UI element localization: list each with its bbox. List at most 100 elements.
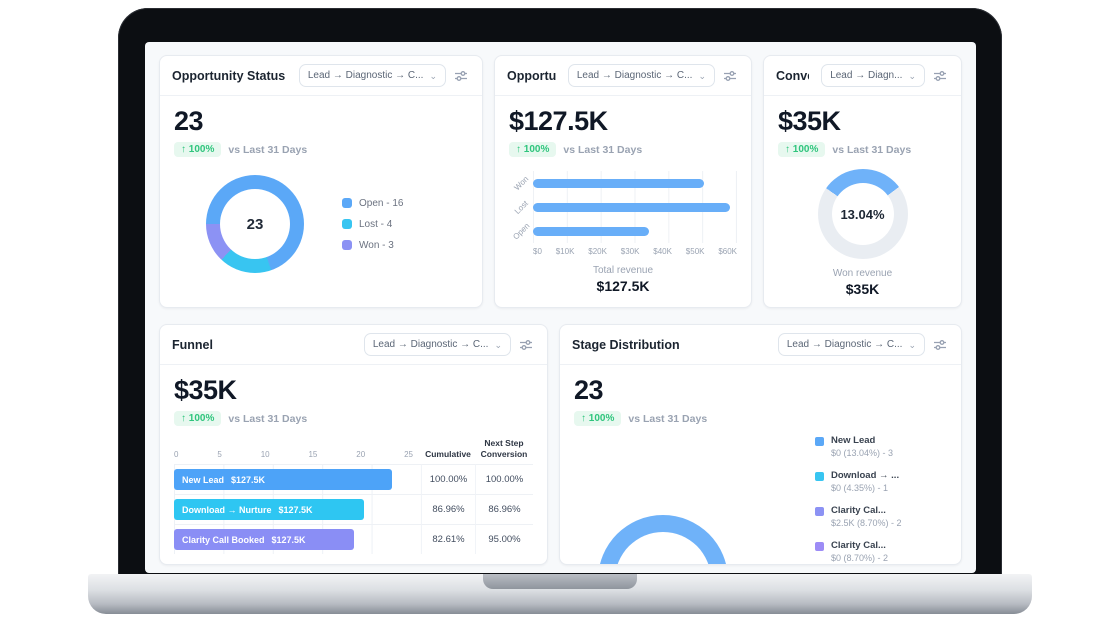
total-revenue-label: Total revenue (592, 265, 654, 276)
funnel-bar-clarity-call: Clarity Call Booked $127.5K (174, 529, 355, 551)
x-tick: $10K (555, 247, 575, 256)
legend-label: Won - 3 (359, 239, 394, 251)
legend-label: Open - 16 (359, 197, 404, 209)
funnel-bar-download-nurture: Download → Nurture $127.5K (174, 499, 364, 521)
conversion-gauge-chart: 13.04% (817, 169, 908, 259)
legend-detail: $2.5K (8.70%) - 2 (831, 518, 902, 528)
filter-sliders-icon[interactable] (452, 67, 470, 85)
dashboard-screen: Opportunity Status Lead → Diagnostic → C… (145, 42, 976, 573)
stage-distribution-donut-chart (598, 515, 728, 565)
delta-badge: ↑ 100% (509, 142, 557, 157)
pipeline-filter-dropdown[interactable]: Lead → Diagnostic → C... ⌄ (777, 333, 925, 356)
card-header: Opportunity Status Lead → Diagnostic → C… (160, 56, 482, 96)
legend-swatch (815, 472, 824, 481)
funnel-bar-amount: $127.5K (231, 474, 266, 485)
next-step-cell: 95.00% (475, 524, 533, 555)
x-tick: $0 (533, 247, 542, 256)
legend-detail: $0 (8.70%) - 2 (831, 553, 889, 563)
funnel-row: Download → Nurture $127.5K (174, 494, 421, 525)
axis-tick: 5 (217, 450, 222, 460)
won-revenue-label: Won revenue (832, 268, 893, 279)
next-step-cell: 100.00% (475, 464, 533, 495)
legend-label: Lost - 4 (359, 218, 393, 230)
legend-detail: $0 (13.04%) - 3 (831, 448, 894, 458)
funnel-bar-label: New Lead (182, 474, 225, 485)
pipeline-filter-label: Lead → Diagnostic → C... (786, 339, 903, 350)
card-title: Stage Distribution (572, 337, 680, 352)
legend-swatch (342, 240, 352, 250)
pipeline-filter-dropdown[interactable]: Lead → Diagnostic → C... ⌄ (567, 64, 715, 87)
legend-item: Clarity Cal... $2.5K (8.70%) - 2 (815, 505, 947, 528)
legend-item: Clarity Cal... $0 (8.70%) - 2 (815, 540, 947, 563)
legend-swatch (342, 198, 352, 208)
bar-chart-x-axis: $0 $10K $20K $30K $40K $50K $60K (533, 247, 737, 256)
delta-caption: vs Last 31 Days (832, 143, 912, 156)
legend-swatch (342, 219, 352, 229)
x-tick: $40K (653, 247, 672, 256)
axis-tick: 25 (404, 450, 413, 460)
bar-open (533, 226, 649, 236)
filter-sliders-icon[interactable] (721, 67, 739, 85)
laptop-base-notch (483, 574, 637, 589)
axis-tick: 15 (308, 450, 318, 460)
funnel-bar-new-lead: New Lead $127.5K (174, 469, 393, 491)
delta-badge: ↑ 100% (174, 411, 222, 426)
funnel-axis: 0 5 10 15 20 25 (174, 438, 421, 464)
card-title: Opportunity V (507, 68, 556, 83)
filter-sliders-icon[interactable] (517, 336, 535, 354)
legend-item: Open - 16 (342, 198, 403, 209)
funnel-chart: 0 5 10 15 20 25 Cumulative Next Step Con… (174, 438, 533, 555)
cumulative-cell: 82.61% (421, 524, 475, 555)
funnel-bar-amount: $127.5K (278, 504, 313, 515)
column-header-next-step: Next Step Conversion (480, 438, 528, 459)
metric-value: 23 (174, 106, 204, 136)
legend-detail: $0 (4.35%) - 1 (831, 483, 889, 493)
delta-caption: vs Last 31 Days (228, 412, 308, 425)
bar-chart-y-labels: Won Lost Open (509, 171, 533, 243)
delta-badge: ↑ 100% (778, 142, 826, 157)
filter-sliders-icon[interactable] (931, 67, 949, 85)
legend-label: Clarity Cal... (831, 540, 886, 551)
x-tick: $30K (620, 247, 640, 256)
status-legend: Open - 16 Lost - 4 Won - 3 (342, 198, 403, 251)
card-header: Convers Lead → Diagn... ⌄ (764, 56, 961, 96)
chevron-down-icon: ⌄ (908, 70, 916, 81)
bar-won (533, 178, 704, 188)
revenue-bar-chart: Won Lost Open (509, 171, 737, 243)
card-header: Stage Distribution Lead → Diagnostic → C… (560, 325, 961, 365)
axis-tick: 10 (260, 450, 270, 460)
laptop-base (88, 574, 1032, 614)
won-revenue-value: $35K (845, 281, 880, 297)
column-header-cumulative: Cumulative (425, 448, 471, 459)
delta-caption: vs Last 31 Days (228, 143, 308, 156)
pipeline-filter-dropdown[interactable]: Lead → Diagnostic → C... ⌄ (298, 64, 446, 87)
pipeline-filter-dropdown[interactable]: Lead → Diagn... ⌄ (821, 64, 925, 87)
funnel-bar-label: Download → Nurture (182, 504, 272, 515)
legend-item: Won - 3 (342, 240, 403, 251)
donut-center-label: 23 (220, 189, 290, 259)
stages-legend: New Lead $0 (13.04%) - 3 Download → ... … (815, 435, 947, 563)
legend-swatch (815, 542, 824, 551)
x-tick: $20K (588, 247, 607, 256)
legend-swatch (815, 437, 824, 446)
card-header: Opportunity V Lead → Diagnostic → C... ⌄ (495, 56, 751, 96)
bar-lost (533, 202, 730, 212)
bar-chart-plot (533, 171, 737, 243)
funnel-bar-label: Clarity Call Booked (182, 534, 265, 545)
status-donut-chart: 23 (206, 175, 304, 273)
chevron-down-icon: ⌄ (429, 70, 437, 81)
chevron-down-icon: ⌄ (908, 339, 916, 350)
filter-sliders-icon[interactable] (931, 336, 949, 354)
pipeline-filter-dropdown[interactable]: Lead → Diagnostic → C... ⌄ (363, 333, 511, 356)
pipeline-filter-label: Lead → Diagn... (830, 70, 903, 81)
card-stage-distribution: Stage Distribution Lead → Diagnostic → C… (559, 324, 962, 566)
card-funnel: Funnel Lead → Diagnostic → C... ⌄ $3 (159, 324, 548, 566)
delta-caption: vs Last 31 Days (563, 143, 643, 156)
delta-badge: ↑ 100% (574, 411, 622, 426)
legend-label: Clarity Cal... (831, 505, 886, 516)
legend-item: Lost - 4 (342, 219, 403, 230)
card-opportunity-status: Opportunity Status Lead → Diagnostic → C… (159, 55, 483, 308)
delta-caption: vs Last 31 Days (628, 412, 708, 425)
axis-tick: 20 (356, 450, 366, 460)
